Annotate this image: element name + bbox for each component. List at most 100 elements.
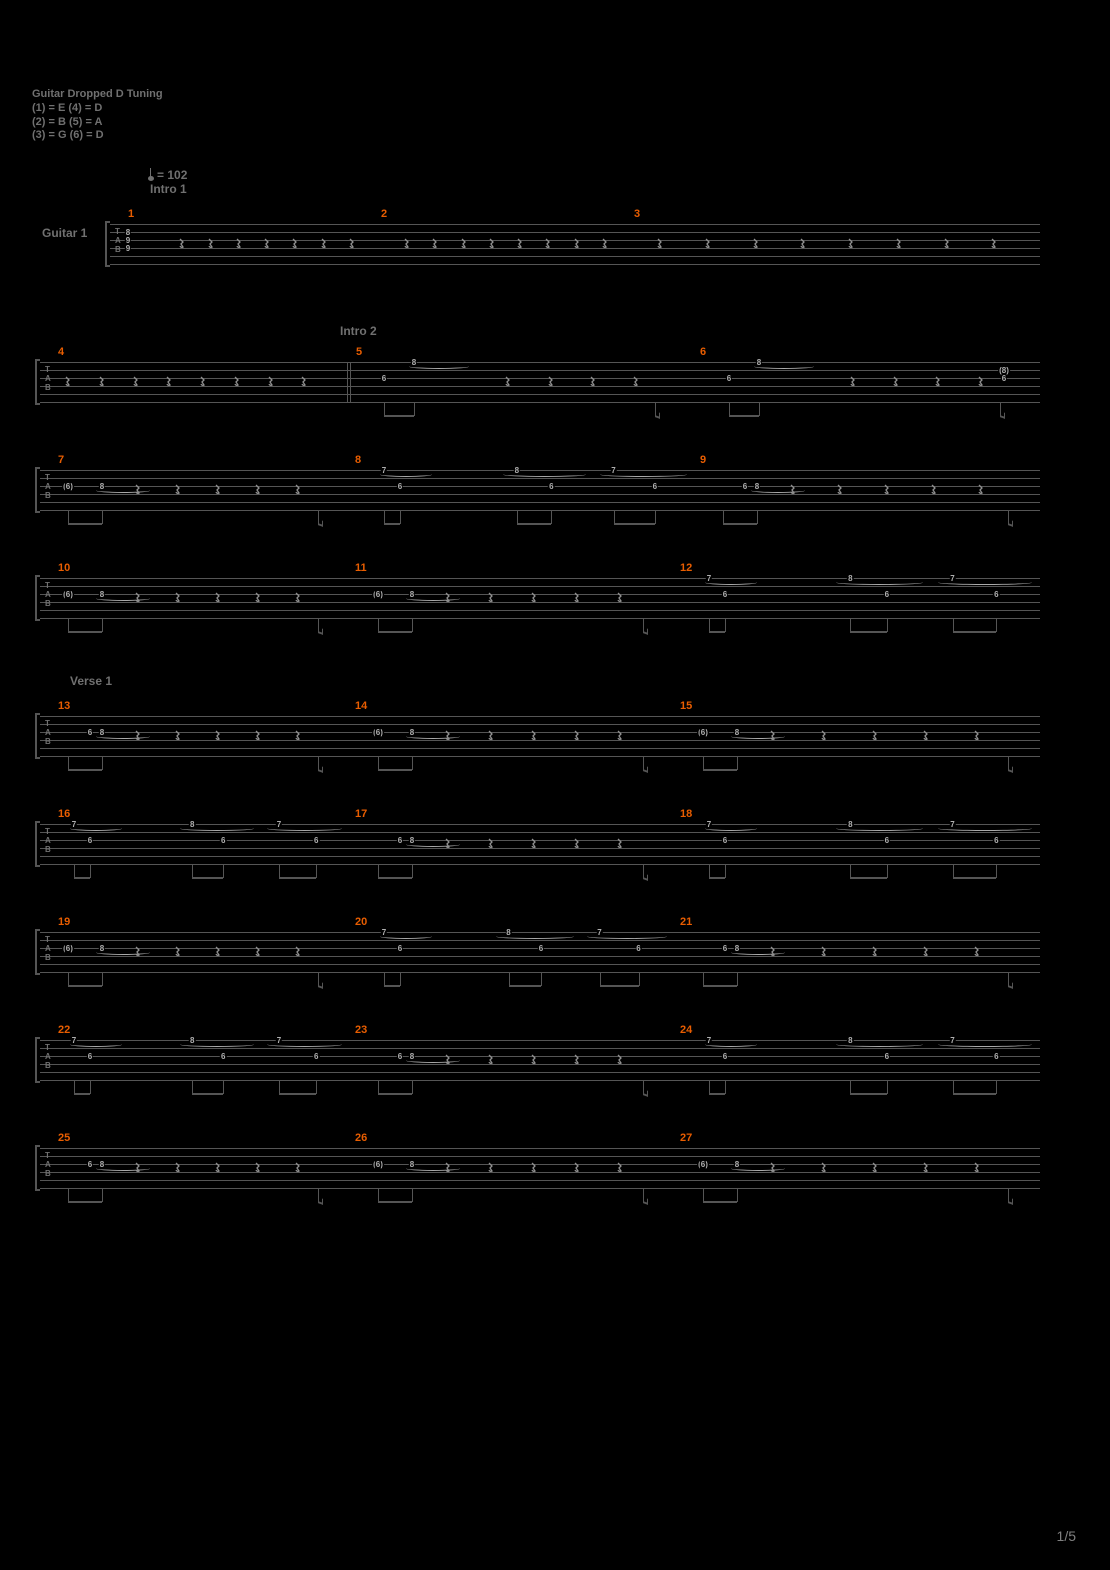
- measure-number: 6: [700, 346, 706, 358]
- tie-icon: [96, 1166, 150, 1171]
- fret-number: 6: [397, 945, 403, 953]
- fret-number: 6: [87, 729, 93, 737]
- eighth-rest-icon: [134, 484, 140, 494]
- measure-number: 19: [58, 916, 70, 928]
- fret-number: 6: [884, 837, 890, 845]
- staff-bracket-icon: [35, 575, 40, 621]
- tab-clef-icon: TAB: [45, 1043, 51, 1070]
- eighth-rest-icon: [789, 484, 795, 494]
- eighth-rest-icon: [573, 1162, 579, 1172]
- eighth-rest-icon: [134, 730, 140, 740]
- measure-number: 16: [58, 808, 70, 820]
- tie-icon: [938, 580, 1032, 585]
- tab-clef-icon: TAB: [45, 365, 51, 392]
- fret-number: 9: [125, 245, 131, 253]
- eighth-rest-icon: [530, 730, 536, 740]
- tie-icon: [96, 488, 150, 493]
- eighth-rest-icon: [769, 730, 775, 740]
- tuning-line-1: (1) = E (4) = D: [32, 102, 163, 116]
- tab-clef-icon: TAB: [45, 581, 51, 608]
- eighth-rest-icon: [403, 238, 409, 248]
- fret-number: 6: [87, 837, 93, 845]
- tie-icon: [731, 734, 785, 739]
- eighth-rest-icon: [294, 1162, 300, 1172]
- fret-number: 6: [700, 729, 706, 737]
- eighth-rest-icon: [254, 946, 260, 956]
- fret-number: 6: [993, 837, 999, 845]
- tie-icon: [180, 1042, 254, 1047]
- eighth-rest-icon: [174, 730, 180, 740]
- eighth-rest-icon: [254, 730, 260, 740]
- eighth-rest-icon: [573, 1054, 579, 1064]
- fret-number: 6: [538, 945, 544, 953]
- tuning-title: Guitar Dropped D Tuning: [32, 88, 163, 102]
- tie-icon: [96, 734, 150, 739]
- staff-bracket-icon: [35, 1145, 40, 1191]
- eighth-rest-icon: [544, 238, 550, 248]
- eighth-rest-icon: [871, 730, 877, 740]
- eighth-rest-icon: [516, 238, 522, 248]
- eighth-rest-icon: [573, 238, 579, 248]
- fret-number: 6: [884, 1053, 890, 1061]
- measure-number: 3: [634, 208, 640, 220]
- tie-icon: [406, 596, 460, 601]
- staff-bracket-icon: [35, 929, 40, 975]
- measure-number: 8: [355, 454, 361, 466]
- measure-number: 21: [680, 916, 692, 928]
- eighth-rest-icon: [573, 730, 579, 740]
- fret-number: 6: [381, 375, 387, 383]
- fret-number: 6: [722, 591, 728, 599]
- fret-number: 6: [722, 837, 728, 845]
- eighth-rest-icon: [616, 730, 622, 740]
- eighth-rest-icon: [98, 376, 104, 386]
- measure-number: 17: [355, 808, 367, 820]
- eighth-rest-icon: [530, 592, 536, 602]
- staff-bracket-icon: [105, 221, 110, 267]
- section-label-verse1: Verse 1: [70, 674, 112, 688]
- section-label-intro2: Intro 2: [340, 324, 377, 338]
- page-number: 1/5: [1057, 1528, 1076, 1544]
- tie-icon: [96, 950, 150, 955]
- eighth-rest-icon: [895, 238, 901, 248]
- tie-icon: [406, 734, 460, 739]
- measure-number: 13: [58, 700, 70, 712]
- measure-number: 20: [355, 916, 367, 928]
- eighth-rest-icon: [922, 730, 928, 740]
- measure-number: 5: [356, 346, 362, 358]
- eighth-rest-icon: [616, 592, 622, 602]
- tab-row: TAB123899: [110, 224, 1040, 294]
- eighth-rest-icon: [444, 592, 450, 602]
- tie-icon: [380, 934, 432, 939]
- measure-number: 12: [680, 562, 692, 574]
- eighth-rest-icon: [530, 1162, 536, 1172]
- eighth-rest-icon: [656, 238, 662, 248]
- eighth-rest-icon: [214, 1162, 220, 1172]
- eighth-rest-icon: [214, 730, 220, 740]
- eighth-rest-icon: [616, 838, 622, 848]
- fret-number: 6: [375, 591, 381, 599]
- eighth-rest-icon: [487, 1054, 493, 1064]
- tie-icon: [731, 950, 785, 955]
- eighth-rest-icon: [589, 376, 595, 386]
- tie-icon: [70, 826, 122, 831]
- eighth-rest-icon: [769, 1162, 775, 1172]
- fret-number: 6: [313, 1053, 319, 1061]
- eighth-rest-icon: [820, 730, 826, 740]
- tie-icon: [705, 1042, 757, 1047]
- tie-icon: [70, 1042, 122, 1047]
- measure-number: 11: [355, 562, 367, 574]
- staff-bracket-icon: [35, 467, 40, 513]
- eighth-rest-icon: [487, 730, 493, 740]
- eighth-rest-icon: [134, 1162, 140, 1172]
- tie-icon: [380, 472, 432, 477]
- fret-number: 6: [700, 1161, 706, 1169]
- tie-icon: [938, 1042, 1032, 1047]
- staff-bracket-icon: [35, 359, 40, 405]
- eighth-rest-icon: [573, 592, 579, 602]
- eighth-rest-icon: [616, 1162, 622, 1172]
- eighth-rest-icon: [820, 946, 826, 956]
- fret-number: 6: [397, 837, 403, 845]
- tie-icon: [836, 826, 924, 831]
- eighth-rest-icon: [977, 484, 983, 494]
- measure-number: 10: [58, 562, 70, 574]
